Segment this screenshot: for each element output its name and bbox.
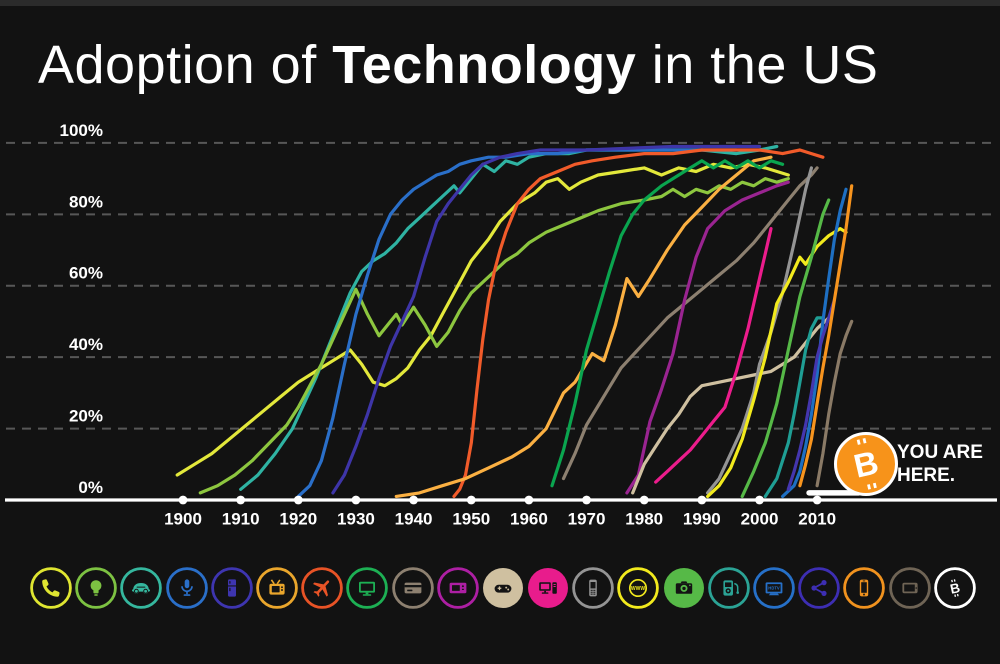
x-axis-label-1960: 1960: [510, 510, 548, 529]
x-axis-label-1990: 1990: [683, 510, 721, 529]
series-hdtv: [780, 187, 848, 498]
title-emphasis: Technology: [332, 35, 637, 95]
series-digital-camera: [740, 198, 831, 498]
bitcoin-badge-circle: [834, 432, 898, 496]
microwave-icon: [436, 567, 479, 609]
x-tick-dot-1900: [178, 495, 188, 505]
you-are-here-label: YOU ARE HERE.: [897, 441, 983, 487]
telephone-icon: [30, 567, 72, 609]
credit-card-icon: [391, 567, 434, 609]
svg-text:WWW: WWW: [631, 586, 645, 592]
series-television: [452, 148, 825, 498]
series-microwave: [625, 180, 790, 495]
x-tick-dot-1980: [639, 495, 649, 505]
social-media-share-icon: [798, 567, 840, 609]
cellphone-icon: [572, 567, 615, 609]
series-credit-card: [561, 166, 819, 481]
y-axis-label-60: 60%: [69, 264, 103, 283]
series-cellphone: [705, 166, 814, 495]
series-automobile: [198, 177, 790, 495]
series-mp3-player: [763, 316, 825, 498]
refrigerator-icon: [210, 567, 253, 609]
series-computer: [654, 227, 773, 484]
y-axis-label-80: 80%: [69, 192, 103, 211]
x-tick-dot-2010: [812, 495, 822, 505]
color-tv-icon: [346, 567, 389, 609]
radio-microphone-icon: [165, 567, 208, 609]
series-video-games: [631, 316, 831, 495]
x-tick-dot-1950: [466, 495, 476, 505]
svg-text:B: B: [949, 580, 962, 597]
series-electricity: [239, 144, 779, 491]
series-air-travel: [394, 155, 773, 498]
x-tick-dot-1920: [293, 495, 303, 505]
series-internet: [705, 227, 848, 498]
series-smartphone: [798, 184, 854, 488]
series-social-media: [786, 298, 837, 491]
hdtv-icon: HDTV: [753, 567, 795, 609]
you-are-here-line2: HERE.: [897, 465, 956, 486]
you-are-here-badge: B YOU ARE HERE.: [831, 429, 1000, 499]
x-tick-dot-2000: [755, 495, 764, 505]
lightbulb-electricity-icon: [75, 567, 117, 609]
x-axis-label-1980: 1980: [625, 510, 663, 529]
computer-icon: [528, 568, 569, 608]
y-axis-label-0: 0%: [78, 478, 103, 497]
series-tablet: [815, 319, 854, 488]
game-controller-icon: [482, 568, 523, 608]
series-color-tv: [550, 159, 785, 488]
x-axis-label-1910: 1910: [222, 510, 260, 529]
x-axis-label-1920: 1920: [279, 510, 317, 529]
airplane-icon: [301, 567, 343, 609]
x-axis-label-1950: 1950: [452, 510, 490, 529]
series-radio: [296, 148, 739, 498]
y-axis-label-100: 100%: [60, 121, 103, 140]
mp3-player-icon: [708, 567, 750, 609]
x-axis-label-1970: 1970: [568, 510, 606, 529]
internet-www-icon: WWW: [617, 567, 660, 609]
television-icon: [256, 567, 298, 609]
bitcoin-badge-icon: B: [834, 432, 898, 496]
x-tick-dot-1910: [236, 495, 246, 505]
y-axis-label-20: 20%: [69, 407, 103, 426]
x-axis-label-1930: 1930: [337, 510, 375, 529]
x-axis-label-1900: 1900: [164, 510, 202, 529]
x-axis-label-1940: 1940: [395, 510, 433, 529]
series-refrigerator: [331, 144, 762, 495]
smartphone-icon: [843, 567, 886, 609]
title-suffix: in the US: [636, 35, 879, 95]
x-axis-label-2010: 2010: [798, 510, 836, 529]
x-axis-label-2000: 2000: [741, 510, 779, 529]
x-tick-dot-1930: [351, 495, 361, 505]
svg-text:HDTV: HDTV: [768, 586, 780, 591]
y-axis-label-40: 40%: [69, 335, 103, 354]
tablet-icon: [888, 567, 931, 609]
page-title: Adoption of Technology in the US: [38, 34, 878, 96]
digital-camera-icon: [663, 568, 704, 608]
technology-icons-row: WWW HDTV B: [29, 566, 977, 610]
top-border: [0, 0, 1000, 6]
automobile-icon: [120, 567, 163, 609]
you-are-here-line1: YOU ARE: [897, 442, 983, 463]
series-telephone: [175, 162, 790, 477]
bitcoin-icon: B: [933, 567, 976, 609]
x-tick-dot-1970: [582, 495, 591, 505]
x-tick-dot-1990: [697, 495, 707, 505]
x-tick-dot-1960: [524, 495, 534, 505]
x-tick-dot-1940: [409, 495, 418, 505]
title-prefix: Adoption of: [38, 35, 333, 95]
